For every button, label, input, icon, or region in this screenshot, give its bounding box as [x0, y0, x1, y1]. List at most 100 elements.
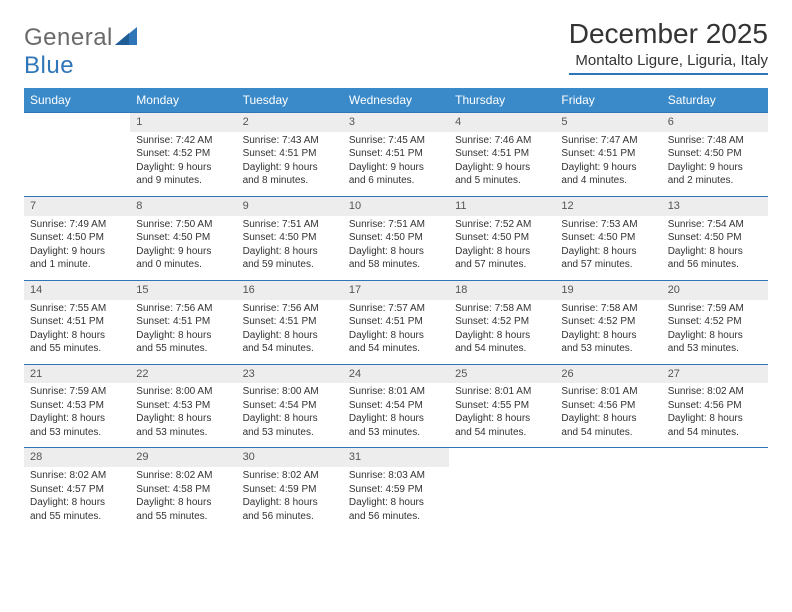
day-number-cell [555, 448, 661, 467]
daylight-line: Daylight: 8 hours and 54 minutes. [455, 412, 549, 439]
day-number-cell: 21 [24, 364, 130, 383]
location-line: Montalto Ligure, Liguria, Italy [569, 52, 768, 75]
day-cell-content: Sunrise: 7:54 AMSunset: 4:50 PMDaylight:… [662, 216, 768, 280]
day-cell-content [555, 467, 661, 531]
day-number [24, 113, 130, 117]
day-cell-content: Sunrise: 7:56 AMSunset: 4:51 PMDaylight:… [130, 300, 236, 364]
sunrise-line: Sunrise: 8:01 AM [455, 385, 549, 399]
sunset-line: Sunset: 4:53 PM [30, 399, 124, 413]
daylight-line: Daylight: 9 hours and 4 minutes. [561, 161, 655, 188]
day-content-row: Sunrise: 7:49 AMSunset: 4:50 PMDaylight:… [24, 216, 768, 281]
title-block: December 2025 Montalto Ligure, Liguria, … [569, 18, 768, 75]
day-number: 13 [662, 197, 768, 216]
day-cell: Sunrise: 7:59 AMSunset: 4:52 PMDaylight:… [662, 300, 768, 365]
daylight-line: Daylight: 8 hours and 56 minutes. [349, 496, 443, 523]
day-cell-content: Sunrise: 8:00 AMSunset: 4:54 PMDaylight:… [237, 383, 343, 447]
day-cell: Sunrise: 7:55 AMSunset: 4:51 PMDaylight:… [24, 300, 130, 365]
daylight-line: Daylight: 8 hours and 55 minutes. [30, 496, 124, 523]
day-number: 14 [24, 281, 130, 300]
sunset-line: Sunset: 4:50 PM [561, 231, 655, 245]
day-cell-content: Sunrise: 7:51 AMSunset: 4:50 PMDaylight:… [343, 216, 449, 280]
daylight-line: Daylight: 8 hours and 59 minutes. [243, 245, 337, 272]
daylight-line: Daylight: 8 hours and 53 minutes. [668, 329, 762, 356]
sunset-line: Sunset: 4:50 PM [668, 231, 762, 245]
sunrise-line: Sunrise: 7:56 AM [136, 302, 230, 316]
day-cell: Sunrise: 8:02 AMSunset: 4:56 PMDaylight:… [662, 383, 768, 448]
day-cell: Sunrise: 7:58 AMSunset: 4:52 PMDaylight:… [555, 300, 661, 365]
day-cell: Sunrise: 7:43 AMSunset: 4:51 PMDaylight:… [237, 132, 343, 197]
day-number: 6 [662, 113, 768, 132]
day-number-cell: 23 [237, 364, 343, 383]
sunset-line: Sunset: 4:51 PM [455, 147, 549, 161]
weekday-heading: Wednesday [343, 88, 449, 113]
sunrise-line: Sunrise: 8:02 AM [668, 385, 762, 399]
day-cell: Sunrise: 7:53 AMSunset: 4:50 PMDaylight:… [555, 216, 661, 281]
day-number-cell [449, 448, 555, 467]
day-number-cell: 25 [449, 364, 555, 383]
day-cell-content: Sunrise: 7:58 AMSunset: 4:52 PMDaylight:… [555, 300, 661, 364]
daylight-line: Daylight: 8 hours and 53 minutes. [136, 412, 230, 439]
sunset-line: Sunset: 4:51 PM [243, 147, 337, 161]
day-number [555, 448, 661, 452]
daylight-line: Daylight: 9 hours and 2 minutes. [668, 161, 762, 188]
sunset-line: Sunset: 4:50 PM [455, 231, 549, 245]
day-cell-content: Sunrise: 7:52 AMSunset: 4:50 PMDaylight:… [449, 216, 555, 280]
weekday-heading: Friday [555, 88, 661, 113]
day-number: 7 [24, 197, 130, 216]
day-cell: Sunrise: 7:45 AMSunset: 4:51 PMDaylight:… [343, 132, 449, 197]
day-cell-content: Sunrise: 8:01 AMSunset: 4:54 PMDaylight:… [343, 383, 449, 447]
sunrise-line: Sunrise: 7:54 AM [668, 218, 762, 232]
day-number: 26 [555, 365, 661, 384]
day-cell: Sunrise: 7:42 AMSunset: 4:52 PMDaylight:… [130, 132, 236, 197]
sunset-line: Sunset: 4:54 PM [243, 399, 337, 413]
sunset-line: Sunset: 4:51 PM [561, 147, 655, 161]
sunrise-line: Sunrise: 7:57 AM [349, 302, 443, 316]
day-number-cell: 29 [130, 448, 236, 467]
day-cell-content: Sunrise: 7:43 AMSunset: 4:51 PMDaylight:… [237, 132, 343, 196]
sunset-line: Sunset: 4:58 PM [136, 483, 230, 497]
day-cell-content: Sunrise: 7:46 AMSunset: 4:51 PMDaylight:… [449, 132, 555, 196]
day-cell-content: Sunrise: 8:02 AMSunset: 4:56 PMDaylight:… [662, 383, 768, 447]
sunset-line: Sunset: 4:50 PM [668, 147, 762, 161]
daylight-line: Daylight: 8 hours and 57 minutes. [455, 245, 549, 272]
day-number: 4 [449, 113, 555, 132]
sunset-line: Sunset: 4:50 PM [136, 231, 230, 245]
day-number-cell: 26 [555, 364, 661, 383]
day-number-row: 21222324252627 [24, 364, 768, 383]
day-content-row: Sunrise: 7:42 AMSunset: 4:52 PMDaylight:… [24, 132, 768, 197]
sunset-line: Sunset: 4:55 PM [455, 399, 549, 413]
day-number: 19 [555, 281, 661, 300]
day-number-row: 78910111213 [24, 196, 768, 215]
day-number: 27 [662, 365, 768, 384]
day-number-cell: 10 [343, 196, 449, 215]
day-number: 15 [130, 281, 236, 300]
sunset-line: Sunset: 4:59 PM [349, 483, 443, 497]
sunrise-line: Sunrise: 7:48 AM [668, 134, 762, 148]
day-number: 18 [449, 281, 555, 300]
day-number-cell: 22 [130, 364, 236, 383]
day-number-cell: 7 [24, 196, 130, 215]
day-number: 16 [237, 281, 343, 300]
sunset-line: Sunset: 4:59 PM [243, 483, 337, 497]
day-number: 2 [237, 113, 343, 132]
day-cell: Sunrise: 7:58 AMSunset: 4:52 PMDaylight:… [449, 300, 555, 365]
day-cell-content: Sunrise: 7:45 AMSunset: 4:51 PMDaylight:… [343, 132, 449, 196]
sunrise-line: Sunrise: 7:46 AM [455, 134, 549, 148]
day-cell-content: Sunrise: 8:01 AMSunset: 4:55 PMDaylight:… [449, 383, 555, 447]
day-number: 5 [555, 113, 661, 132]
day-cell-content: Sunrise: 7:59 AMSunset: 4:52 PMDaylight:… [662, 300, 768, 364]
day-cell-content [449, 467, 555, 531]
daylight-line: Daylight: 8 hours and 55 minutes. [136, 329, 230, 356]
day-cell-content: Sunrise: 7:50 AMSunset: 4:50 PMDaylight:… [130, 216, 236, 280]
sunset-line: Sunset: 4:51 PM [349, 315, 443, 329]
day-number-cell: 5 [555, 113, 661, 132]
day-cell-content: Sunrise: 7:42 AMSunset: 4:52 PMDaylight:… [130, 132, 236, 196]
day-number-cell: 31 [343, 448, 449, 467]
sunset-line: Sunset: 4:54 PM [349, 399, 443, 413]
sunset-line: Sunset: 4:53 PM [136, 399, 230, 413]
daylight-line: Daylight: 8 hours and 54 minutes. [349, 329, 443, 356]
sunrise-line: Sunrise: 7:53 AM [561, 218, 655, 232]
sunset-line: Sunset: 4:56 PM [561, 399, 655, 413]
sunrise-line: Sunrise: 7:47 AM [561, 134, 655, 148]
day-cell: Sunrise: 7:51 AMSunset: 4:50 PMDaylight:… [237, 216, 343, 281]
